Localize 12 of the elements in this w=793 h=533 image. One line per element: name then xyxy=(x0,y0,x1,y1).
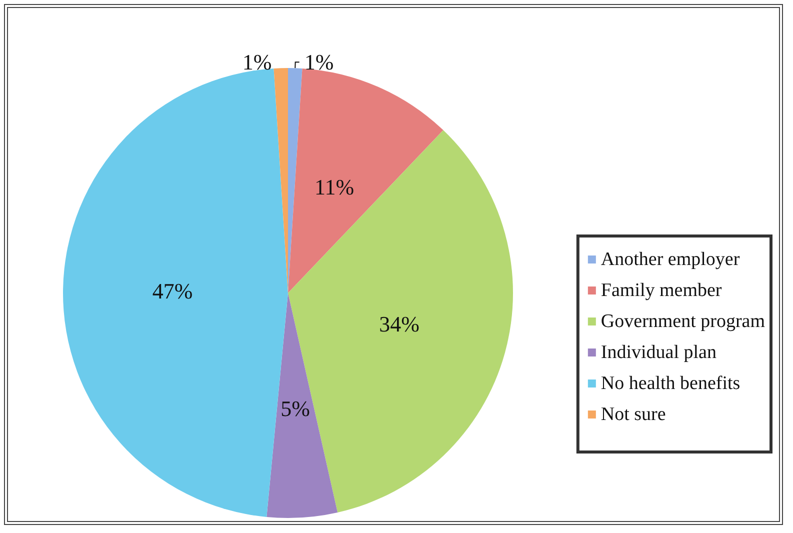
data-label: 11% xyxy=(314,174,354,200)
data-label: 47% xyxy=(152,278,193,304)
legend-label: Another employer xyxy=(600,249,740,270)
data-label: 1% xyxy=(304,50,334,75)
data-label: 34% xyxy=(379,311,420,336)
data-label: 1% xyxy=(242,50,272,75)
legend-label: Not sure xyxy=(600,404,666,425)
legend-label: Individual plan xyxy=(600,342,717,363)
legend-label: Government program xyxy=(600,311,766,332)
legend-label: Family member xyxy=(600,280,722,301)
legend-label: No health benefits xyxy=(600,373,740,394)
data-label: 5% xyxy=(280,396,310,421)
